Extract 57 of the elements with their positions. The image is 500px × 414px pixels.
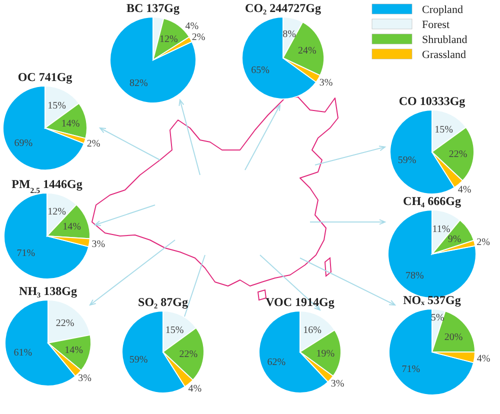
data-label: 19% bbox=[316, 348, 335, 360]
data-label: 20% bbox=[444, 332, 463, 343]
data-label: 14% bbox=[64, 345, 83, 356]
data-label: 71% bbox=[402, 364, 420, 375]
data-label: 4% bbox=[458, 184, 472, 196]
data-label: 22% bbox=[56, 318, 74, 329]
pie-slice bbox=[4, 192, 90, 280]
chart-title: CO₂ 244727Gg bbox=[245, 1, 321, 15]
legend-label: Shrubland bbox=[422, 34, 468, 46]
data-label: 5% bbox=[430, 312, 444, 324]
data-label: 22% bbox=[179, 349, 198, 360]
legend-label: Grassland bbox=[422, 49, 466, 61]
data-label: 11% bbox=[432, 224, 450, 235]
data-label: 24% bbox=[298, 46, 316, 57]
data-label: 71% bbox=[16, 248, 36, 259]
chart-title: SO₂ 87Gg bbox=[138, 295, 188, 309]
pie-slice bbox=[2, 86, 85, 170]
data-label: 59% bbox=[129, 354, 148, 366]
chart-title: OC 741Gg bbox=[18, 70, 72, 84]
data-label: 3% bbox=[78, 373, 92, 384]
chart-title: BC 137Gg bbox=[126, 1, 180, 15]
data-label: 4% bbox=[476, 354, 490, 365]
data-label: 82% bbox=[130, 78, 148, 90]
data-label: 2% bbox=[476, 237, 490, 248]
data-label: 4% bbox=[188, 384, 202, 395]
data-label: 9% bbox=[448, 234, 462, 246]
chart-title: CH₄ 666Gg bbox=[403, 194, 461, 208]
data-label: 14% bbox=[62, 222, 81, 233]
chart-title: CO 10333Gg bbox=[398, 94, 466, 108]
chart-title: VOC 1914Gg bbox=[266, 295, 334, 309]
data-label: 3% bbox=[319, 77, 333, 88]
pie-slice bbox=[388, 308, 474, 396]
chart-title: NOₓ 537Gg bbox=[403, 293, 461, 307]
data-label: 15% bbox=[434, 124, 453, 136]
data-label: 61% bbox=[14, 348, 32, 359]
data-label: 12% bbox=[160, 34, 178, 45]
data-label: 62% bbox=[267, 356, 286, 368]
data-label: 65% bbox=[251, 65, 270, 76]
chart-title: NH₃ 138Gg bbox=[19, 284, 77, 298]
data-label: 2% bbox=[192, 32, 206, 43]
data-label: 4% bbox=[185, 21, 199, 32]
data-label: 12% bbox=[48, 206, 66, 218]
data-label: 22% bbox=[448, 149, 468, 160]
data-label: 16% bbox=[303, 325, 322, 336]
data-label: 15% bbox=[165, 324, 184, 336]
data-label: 59% bbox=[398, 154, 416, 166]
data-label: 78% bbox=[405, 270, 424, 282]
data-label: 14% bbox=[61, 118, 80, 130]
data-label: 2% bbox=[86, 138, 100, 150]
data-label: 3% bbox=[330, 378, 344, 390]
data-label: 69% bbox=[14, 138, 33, 150]
data-label: 3% bbox=[92, 239, 106, 250]
chart-title: PM$_{2.5}$ 1446Gg bbox=[12, 177, 82, 194]
legend-label: Forest bbox=[422, 19, 450, 31]
legend-label: Cropland bbox=[422, 4, 464, 16]
data-label: 8% bbox=[282, 28, 296, 40]
data-label: 15% bbox=[48, 100, 66, 112]
